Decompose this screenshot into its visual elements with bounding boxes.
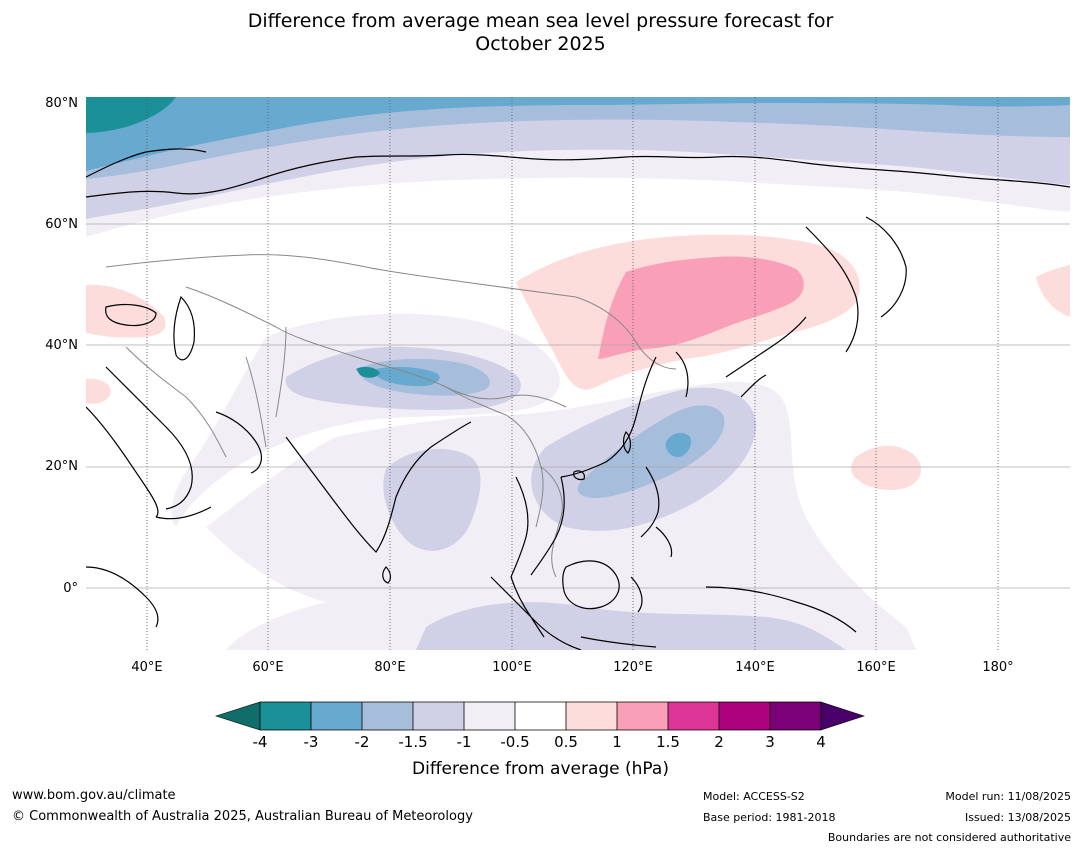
colorbar-tick: 2 <box>714 733 724 751</box>
lat-label-40n: 40°N <box>45 338 78 353</box>
colorbar-tick: -4 <box>252 733 268 751</box>
colorbar-bin <box>311 702 362 730</box>
colorbar-tick: -2 <box>354 733 370 751</box>
lat-label-20n: 20°N <box>45 459 78 474</box>
map-title-line1: Difference from average mean sea level p… <box>247 10 834 32</box>
colorbar <box>214 700 866 732</box>
contour-arctic-3 <box>86 97 1070 171</box>
contour-neg-1-5-south <box>416 602 846 650</box>
colorbar-bin <box>362 702 413 730</box>
lon-label-40e: 40°E <box>131 660 163 675</box>
latitude-gridlines <box>86 223 1070 589</box>
contour-pos-0-5-arabia <box>86 378 111 404</box>
lon-label-160e: 160°E <box>856 660 896 675</box>
copyright-text: © Commonwealth of Australia 2025, Austra… <box>12 809 473 824</box>
colorbar-extend-high <box>820 701 865 731</box>
lon-label-120e: 120°E <box>613 660 653 675</box>
colorbar-bin <box>515 702 566 730</box>
contour-neg-4-tibet <box>356 366 380 378</box>
lat-label-80n: 80°N <box>45 96 78 111</box>
longitude-gridlines <box>146 97 999 650</box>
lat-label-0: 0° <box>63 581 78 596</box>
colorbar-tick: 0.5 <box>554 733 578 751</box>
contour-pos-1-nechina <box>598 256 804 359</box>
contour-pos-0-5-east <box>1036 265 1070 317</box>
colorbar-tick: 3 <box>765 733 775 751</box>
colorbar-bin <box>668 702 719 730</box>
lon-label-80e: 80°E <box>374 660 406 675</box>
colorbar-tick: 4 <box>816 733 826 751</box>
colorbar-bin <box>464 702 515 730</box>
contour-neg-3-tibet <box>376 366 440 387</box>
lat-label-60n: 60°N <box>45 217 78 232</box>
colorbar-tick: -0.5 <box>500 733 530 751</box>
issued-text: Issued: 13/08/2025 <box>964 811 1071 824</box>
colorbar-bin <box>566 702 617 730</box>
colorbar-tick: 1.5 <box>656 733 680 751</box>
map-title: Difference from average mean sea level p… <box>0 10 1081 56</box>
colorbar-extend-low <box>215 701 261 731</box>
model-run-text: Model run: 11/08/2025 <box>945 790 1071 803</box>
colorbar-bin <box>617 702 668 730</box>
map-title-line2: October 2025 <box>475 33 606 55</box>
contour-pos-0-5-westpac <box>851 445 921 491</box>
lon-label-100e: 100°E <box>492 660 532 675</box>
colorbar-tick: -1.5 <box>398 733 428 751</box>
model-text: Model: ACCESS-S2 <box>703 790 805 803</box>
forecast-map <box>86 97 1070 650</box>
lon-label-60e: 60°E <box>252 660 284 675</box>
colorbar-tick: -3 <box>303 733 319 751</box>
lon-label-180: 180° <box>982 660 1014 675</box>
colorbar-bin <box>260 702 311 730</box>
colorbar-bin <box>413 702 464 730</box>
colorbar-bin <box>719 702 770 730</box>
country-borders <box>105 254 677 578</box>
website-link[interactable]: www.bom.gov.au/climate <box>12 788 176 803</box>
colorbar-title: Difference from average (hPa) <box>412 759 669 779</box>
contour-neg-3-pacific <box>665 432 692 457</box>
colorbar-bin <box>770 702 821 730</box>
contour-neg-2-pacific <box>577 405 725 498</box>
contour-arctic-4 <box>86 97 176 133</box>
base-period-text: Base period: 1981-2018 <box>703 811 836 824</box>
coastlines <box>86 148 1070 650</box>
disclaimer-text: Boundaries are not considered authoritat… <box>827 831 1071 844</box>
lon-label-140e: 140°E <box>735 660 775 675</box>
colorbar-graphic <box>215 701 865 731</box>
map-panel <box>86 97 1070 650</box>
colorbar-tick: -1 <box>456 733 472 751</box>
colorbar-tick: 1 <box>612 733 622 751</box>
